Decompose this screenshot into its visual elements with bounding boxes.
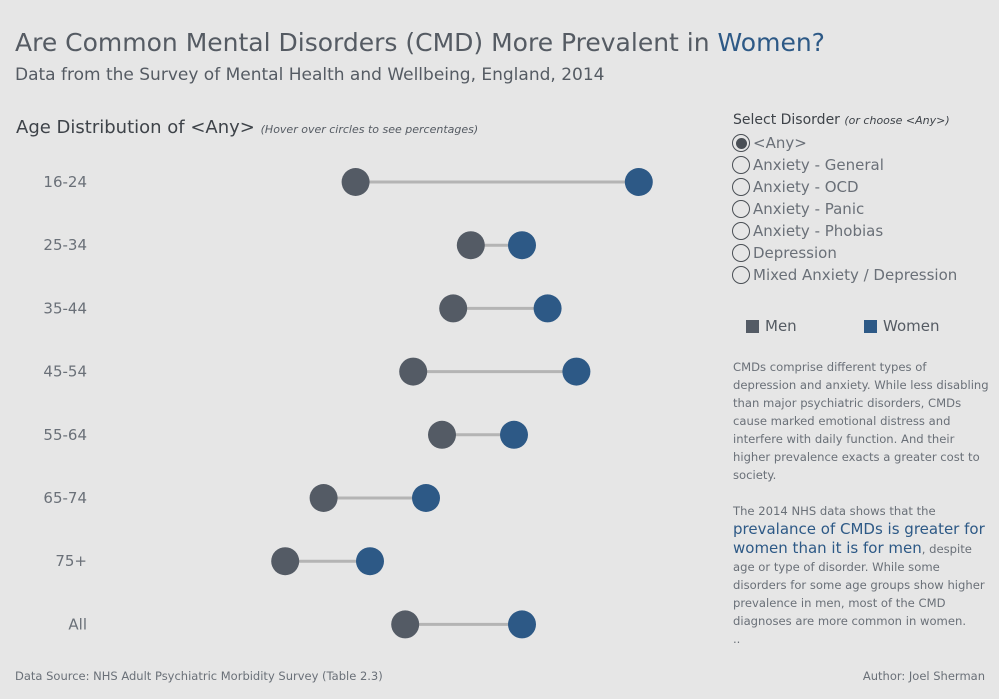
radio-empty-icon[interactable] [732,178,750,196]
men-point[interactable]: 12.7% [399,357,428,386]
description-text-after: , despite age or type of disorder. While… [733,542,985,628]
description: CMDs comprise different types of depress… [733,358,989,666]
filter-option[interactable]: Anxiety - Phobias [732,220,957,242]
filter-title-text: Select Disorder [733,112,840,128]
description-ellipsis: .. [733,632,741,646]
radio-empty-icon[interactable] [732,222,750,240]
filter-title: Select Disorder (or choose <Any>) [733,112,950,128]
dumbbell-chart: 16-24 9.1% 26.8% 25-34 16.3% 19.5% 35-44 15.2% 2… [43,168,653,639]
disorder-filter: <Any> Anxiety - General Anxiety - OCD Anxie… [732,132,957,286]
women-point[interactable]: 19.5% [508,610,536,639]
women-point[interactable]: 19% [500,420,528,449]
women-point[interactable]: 21.1% [533,294,562,323]
age-group-label: 65-74 [43,489,87,507]
filter-option[interactable]: Anxiety - General [732,154,957,176]
radio-empty-icon[interactable] [732,156,750,174]
legend-label-men: Men [765,317,797,335]
legend-item-men[interactable]: Men [746,317,797,335]
filter-title-note: (or choose <Any>) [844,114,950,127]
women-point[interactable]: 13.5% [412,484,440,512]
chart-heading: Age Distribution of <Any> (Hover over ci… [16,117,478,138]
legend-swatch-women [864,319,877,333]
age-group-label: 25-34 [43,236,87,254]
title-text: Are Common Mental Disorders (CMD) More P… [15,28,718,57]
radio-empty-icon[interactable] [732,244,750,262]
description-text-before: The 2014 NHS data shows that the [733,504,936,518]
age-group-label: All [68,615,87,633]
radio-empty-icon[interactable] [732,266,750,284]
age-group-label: 45-54 [43,363,87,381]
women-point[interactable]: 22.9% [562,357,591,386]
men-point[interactable]: 4.7% [271,547,300,576]
filter-option[interactable]: Anxiety - Panic [732,198,957,220]
age-group-label: 35-44 [43,299,87,317]
age-group-label: 16-24 [43,173,87,191]
radio-empty-icon[interactable] [732,200,750,218]
filter-option[interactable]: Anxiety - OCD [732,176,957,198]
women-point[interactable]: 26.8% [624,168,653,196]
women-point[interactable]: 10% [356,547,384,576]
page-title: Are Common Mental Disorders (CMD) More P… [15,28,825,57]
filter-option-label: <Any> [753,134,807,152]
men-point[interactable]: 7.1% [309,484,338,512]
description-paragraph-2: The 2014 NHS data shows that the prevalan… [733,502,989,648]
age-group-label: 75+ [55,552,87,570]
filter-option-label: Anxiety - Panic [753,200,865,218]
filter-option-label: Mixed Anxiety / Depression [753,266,958,284]
filter-option-label: Anxiety - Phobias [753,222,884,240]
chart-heading-note: (Hover over circles to see percentages) [260,123,479,136]
page-subtitle: Data from the Survey of Mental Health an… [15,65,605,85]
men-point[interactable]: 9.1% [341,168,370,196]
description-highlight: prevalance of CMDs is greater for women … [733,520,985,557]
men-point[interactable]: 14.5% [428,420,456,449]
description-paragraph-1: CMDs comprise different types of depress… [733,360,989,482]
author: Author: Joel Sherman [862,669,985,683]
men-point[interactable]: 12.2% [391,610,420,639]
filter-option[interactable]: Mixed Anxiety / Depression [732,264,957,286]
data-source: Data Source: NHS Adult Psychiatric Morbi… [15,669,383,683]
men-point[interactable]: 15.2% [439,294,468,323]
legend-label-women: Women [883,317,940,335]
legend-item-women[interactable]: Women [864,317,939,335]
filter-option-label: Anxiety - OCD [753,178,859,196]
age-group-label: 55-64 [43,426,87,444]
legend-swatch-men [746,319,759,333]
chart-heading-main: Age Distribution of <Any> [16,117,255,138]
title-highlight: Women? [717,28,825,57]
filter-option[interactable]: Depression [732,242,957,264]
men-point[interactable]: 16.3% [456,231,485,260]
women-point[interactable]: 19.5% [508,231,536,260]
radio-selected-icon[interactable] [732,134,750,152]
filter-option[interactable]: <Any> [732,132,957,154]
radio-dot-icon [735,137,747,149]
filter-option-label: Depression [753,244,837,262]
filter-option-label: Anxiety - General [753,156,884,174]
